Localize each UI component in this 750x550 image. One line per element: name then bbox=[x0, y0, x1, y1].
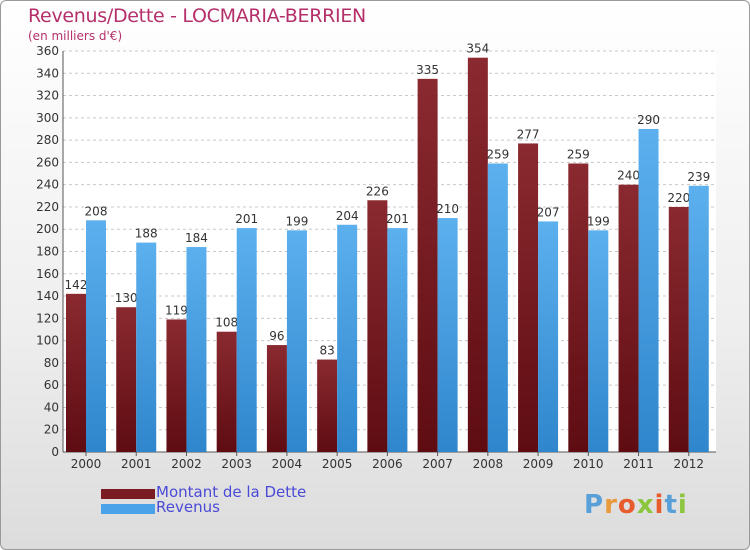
y-tick-label: 140 bbox=[36, 289, 59, 303]
bar-dette bbox=[166, 319, 187, 452]
data-label-dette: 119 bbox=[165, 303, 188, 317]
y-tick-label: 200 bbox=[36, 222, 59, 236]
bar-dette bbox=[216, 331, 237, 452]
y-tick-label: 220 bbox=[36, 200, 59, 214]
bar-revenus bbox=[387, 228, 408, 452]
x-tick-label: 2010 bbox=[573, 457, 604, 471]
bar-revenus bbox=[538, 221, 559, 452]
y-tick-label: 260 bbox=[36, 155, 59, 169]
y-tick-label: 320 bbox=[36, 89, 59, 103]
y-tick-label: 340 bbox=[36, 66, 59, 80]
x-tick-label: 2004 bbox=[272, 457, 303, 471]
y-tick-label: 40 bbox=[44, 400, 59, 414]
bar-dette bbox=[568, 163, 589, 452]
bar-dette bbox=[66, 293, 86, 452]
bar-revenus bbox=[186, 247, 207, 452]
chart-title: Revenus/Dette - LOCMARIA-BERRIEN bbox=[28, 5, 366, 27]
data-label-revenus: 259 bbox=[486, 148, 509, 162]
legend-swatch-dette bbox=[101, 489, 155, 499]
data-label-dette: 83 bbox=[320, 344, 335, 358]
data-label-dette: 335 bbox=[416, 63, 439, 77]
y-tick-label: 180 bbox=[36, 245, 59, 259]
x-tick-label: 2000 bbox=[71, 457, 102, 471]
data-label-dette: 240 bbox=[617, 169, 640, 183]
data-label-revenus: 207 bbox=[537, 205, 560, 219]
data-label-revenus: 290 bbox=[637, 113, 660, 127]
data-label-revenus: 204 bbox=[336, 209, 359, 223]
y-tick-label: 240 bbox=[36, 178, 59, 192]
bar-revenus bbox=[688, 185, 709, 452]
data-label-dette: 130 bbox=[115, 291, 138, 305]
y-tick-label: 160 bbox=[36, 267, 59, 281]
y-tick-label: 80 bbox=[44, 356, 59, 370]
data-label-dette: 277 bbox=[517, 127, 540, 141]
bar-dette bbox=[467, 57, 488, 452]
y-tick-label: 20 bbox=[44, 423, 59, 437]
bar-revenus bbox=[487, 163, 508, 452]
y-tick-label: 360 bbox=[36, 44, 59, 58]
data-label-revenus: 184 bbox=[185, 231, 208, 245]
data-label-revenus: 201 bbox=[386, 212, 409, 226]
x-tick-label: 2012 bbox=[673, 457, 704, 471]
bar-dette bbox=[317, 359, 338, 452]
bar-revenus bbox=[437, 218, 458, 452]
x-tick-label: 2009 bbox=[523, 457, 554, 471]
data-label-revenus: 208 bbox=[85, 204, 108, 218]
legend-swatch-revenus bbox=[101, 504, 155, 514]
x-tick-label: 2003 bbox=[221, 457, 252, 471]
bar-revenus bbox=[337, 224, 358, 452]
bar-dette bbox=[618, 184, 639, 452]
bar-dette bbox=[266, 345, 287, 452]
data-label-dette: 220 bbox=[667, 191, 690, 205]
x-tick-label: 2006 bbox=[372, 457, 403, 471]
legend-label-revenus: Revenus bbox=[156, 498, 220, 516]
data-label-dette: 142 bbox=[65, 278, 88, 292]
bar-revenus bbox=[286, 230, 307, 452]
chart-subtitle: (en milliers d'€) bbox=[28, 29, 123, 43]
data-label-dette: 354 bbox=[466, 42, 489, 56]
data-label-revenus: 199 bbox=[285, 214, 308, 228]
x-tick-label: 2011 bbox=[623, 457, 654, 471]
bar-dette bbox=[367, 200, 388, 452]
data-label-revenus: 210 bbox=[436, 202, 459, 216]
data-label-revenus: 199 bbox=[587, 214, 610, 228]
proxiti-logo: Proxiti bbox=[584, 490, 688, 520]
y-tick-label: 280 bbox=[36, 133, 59, 147]
y-tick-label: 100 bbox=[36, 334, 59, 348]
y-tick-label: 300 bbox=[36, 111, 59, 125]
bar-revenus bbox=[588, 230, 609, 452]
x-tick-label: 2005 bbox=[322, 457, 353, 471]
data-label-dette: 259 bbox=[567, 148, 590, 162]
data-label-dette: 108 bbox=[215, 316, 238, 330]
data-label-revenus: 188 bbox=[135, 227, 158, 241]
x-tick-label: 2008 bbox=[473, 457, 504, 471]
data-label-revenus: 201 bbox=[235, 212, 258, 226]
bar-dette bbox=[518, 143, 539, 453]
bar-revenus bbox=[236, 228, 257, 452]
y-tick-label: 60 bbox=[44, 378, 59, 392]
data-label-dette: 96 bbox=[269, 329, 284, 343]
y-tick-label: 120 bbox=[36, 311, 59, 325]
x-tick-label: 2002 bbox=[171, 457, 202, 471]
bar-revenus bbox=[136, 242, 157, 452]
bar-revenus bbox=[86, 220, 106, 452]
bar-dette bbox=[668, 206, 689, 452]
y-tick-label: 0 bbox=[51, 445, 59, 459]
data-label-dette: 226 bbox=[366, 184, 389, 198]
x-tick-label: 2007 bbox=[422, 457, 453, 471]
bar-dette bbox=[116, 307, 137, 452]
bar-revenus bbox=[638, 128, 659, 452]
x-tick-label: 2001 bbox=[121, 457, 152, 471]
bar-dette bbox=[417, 78, 438, 452]
legend-label-dette: Montant de la Dette bbox=[156, 483, 307, 501]
data-label-revenus: 239 bbox=[687, 170, 710, 184]
